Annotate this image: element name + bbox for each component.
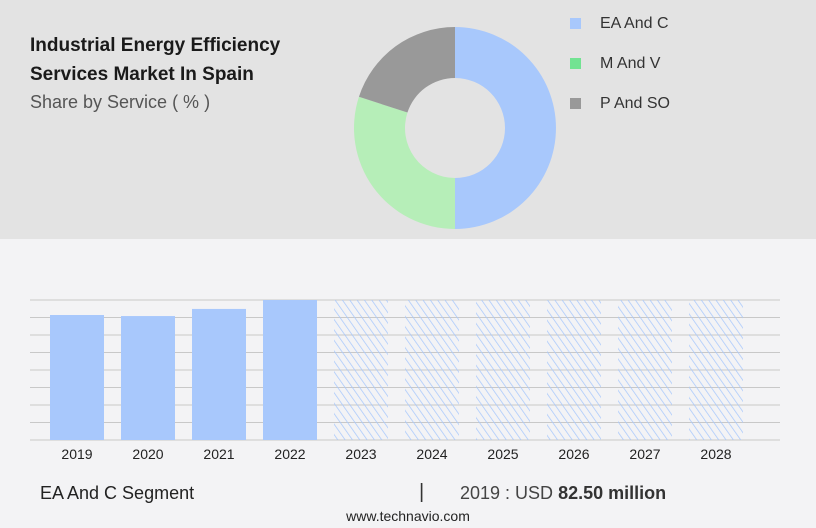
donut-slice-ea-and-c xyxy=(455,27,556,229)
forecast-bar-2023 xyxy=(334,300,388,440)
x-tick-label: 2027 xyxy=(629,446,660,462)
legend-item: EA And C xyxy=(570,15,669,33)
legend-label: M And V xyxy=(600,55,661,72)
forecast-bar-2027 xyxy=(618,300,672,440)
forecast-bar-2025 xyxy=(476,300,530,440)
forecast-bar-2026 xyxy=(547,300,601,440)
legend-item: P And SO xyxy=(570,95,670,113)
chart-title: Industrial Energy Efficiency Services Ma… xyxy=(30,35,281,85)
forecast-bar-2024 xyxy=(405,300,459,440)
separator: | xyxy=(419,481,425,503)
bar-2020 xyxy=(121,316,175,440)
x-tick-label: 2023 xyxy=(345,446,376,462)
value-amount: 82.50 million xyxy=(558,483,667,503)
segment-value: 2019 : USD 82.50 million xyxy=(460,483,666,504)
donut-slice-p-and-so xyxy=(358,27,455,113)
value-prefix: 2019 : USD xyxy=(460,483,559,503)
x-tick-label: 2026 xyxy=(558,446,589,462)
chart-subtitle: Share by Service ( % ) xyxy=(30,92,211,112)
legend-label: P And SO xyxy=(600,95,670,112)
legend-item: M And V xyxy=(570,55,660,73)
segment-label: EA And C Segment xyxy=(40,483,195,503)
legend-swatch xyxy=(570,18,581,29)
x-tick-label: 2025 xyxy=(487,446,518,462)
x-tick-label: 2028 xyxy=(700,446,731,462)
bar-2022 xyxy=(263,300,317,440)
legend-swatch xyxy=(570,58,581,69)
x-tick-label: 2024 xyxy=(416,446,447,462)
website: www.technavio.com xyxy=(346,508,470,524)
x-tick-label: 2019 xyxy=(61,446,92,462)
x-tick-label: 2022 xyxy=(274,446,305,462)
bar-2021 xyxy=(192,308,246,440)
donut-slice-m-and-v xyxy=(353,96,455,230)
bar-2019 xyxy=(50,315,104,440)
forecast-bar-2028 xyxy=(689,300,743,440)
legend-swatch xyxy=(570,98,581,109)
x-tick-label: 2021 xyxy=(203,446,234,462)
legend-label: EA And C xyxy=(600,15,669,32)
x-tick-label: 2020 xyxy=(132,446,163,462)
